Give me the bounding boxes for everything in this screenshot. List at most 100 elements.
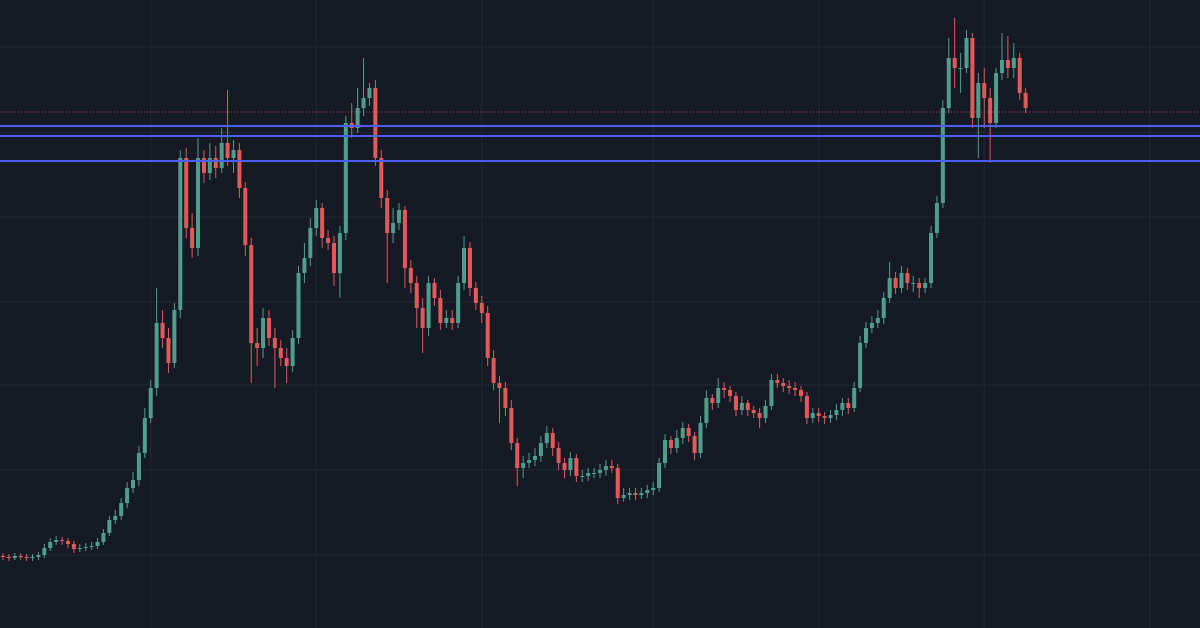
candle-body [71, 544, 76, 549]
candle-body [828, 415, 833, 418]
candle-body [509, 408, 514, 443]
candle-body [456, 283, 461, 323]
candle-body [60, 540, 65, 541]
candle-body [515, 443, 520, 468]
candle-body [184, 158, 189, 228]
candle-body [923, 283, 928, 288]
candle-body [154, 323, 159, 388]
candle-body [538, 443, 543, 456]
candle-body [946, 58, 951, 108]
candle-body [219, 143, 224, 168]
candle-body [337, 233, 342, 273]
candle-body [166, 338, 171, 363]
candle-body [574, 458, 579, 476]
candle-body [952, 58, 957, 68]
candle-body [89, 546, 94, 547]
candle-body [231, 150, 236, 158]
candle-body [710, 398, 715, 403]
candle-body [999, 60, 1004, 73]
candle-body [272, 338, 277, 348]
candle-body [562, 463, 567, 470]
candle-body [77, 548, 82, 549]
candle-body [343, 123, 348, 233]
candle-body [645, 490, 650, 493]
candle-body [266, 318, 271, 338]
candle-body [668, 440, 673, 448]
candle-body [385, 198, 390, 233]
candle-body [929, 233, 934, 283]
candle-body [615, 468, 620, 498]
candle-body [775, 380, 780, 383]
candle-body [284, 358, 289, 366]
candle-body [810, 413, 815, 418]
candle-body [361, 98, 366, 108]
candle-body [314, 208, 319, 228]
candle-body [834, 410, 839, 415]
candle-body [379, 158, 384, 198]
candle-body [592, 473, 597, 474]
candle-body [1017, 58, 1022, 93]
candle-body [426, 283, 431, 328]
candle-body [278, 348, 283, 358]
candle-body [432, 283, 437, 298]
candle-body [355, 108, 360, 128]
candle-body [976, 83, 981, 118]
candle-body [651, 488, 656, 490]
candle-body [899, 273, 904, 288]
candle-body [296, 273, 301, 338]
candle-body [373, 88, 378, 158]
candle-body [119, 503, 124, 516]
candle-body [30, 557, 35, 558]
candle-body [397, 210, 402, 223]
candle-body [0, 556, 5, 557]
candle-body [781, 383, 786, 386]
candle-body [473, 288, 478, 303]
candle-body [243, 188, 248, 245]
candle-body [107, 520, 112, 533]
candle-body [444, 318, 449, 323]
candle-body [852, 388, 857, 408]
candle-body [822, 416, 827, 418]
candle-body [580, 476, 585, 477]
candle-body [716, 388, 721, 403]
candle-body [964, 38, 969, 68]
candle-body [42, 548, 47, 555]
candle-body [402, 210, 407, 268]
candle-body [36, 555, 41, 557]
candle-body [787, 386, 792, 388]
candle-body [745, 403, 750, 410]
candle-body [988, 98, 993, 123]
candle-body [142, 418, 147, 453]
candle-body [751, 410, 756, 413]
candle-body [994, 73, 999, 123]
candle-body [497, 383, 502, 388]
candle-body [521, 463, 526, 468]
candle-body [674, 438, 679, 448]
candle-body [113, 516, 118, 520]
candle-body [757, 413, 762, 418]
candle-body [722, 388, 727, 390]
candle-body [704, 398, 709, 423]
candle-body [1005, 60, 1010, 68]
candle-body [462, 248, 467, 283]
candle-body [225, 143, 230, 158]
candle-body [6, 557, 11, 558]
candle-body [302, 258, 307, 273]
candle-body [905, 273, 910, 283]
candle-body [130, 480, 136, 488]
candle-body [196, 158, 201, 248]
candle-body [450, 318, 455, 323]
candle-body [663, 440, 668, 463]
candle-body [686, 428, 691, 436]
candle-body [479, 303, 484, 313]
candle-body [24, 557, 29, 558]
candle-body [940, 108, 945, 203]
candle-body [698, 423, 703, 453]
candle-body [840, 403, 845, 410]
candle-body [733, 396, 738, 410]
candle-body [249, 245, 254, 343]
candle-body [692, 436, 697, 453]
candle-body [875, 318, 880, 323]
candle-body [680, 428, 685, 438]
